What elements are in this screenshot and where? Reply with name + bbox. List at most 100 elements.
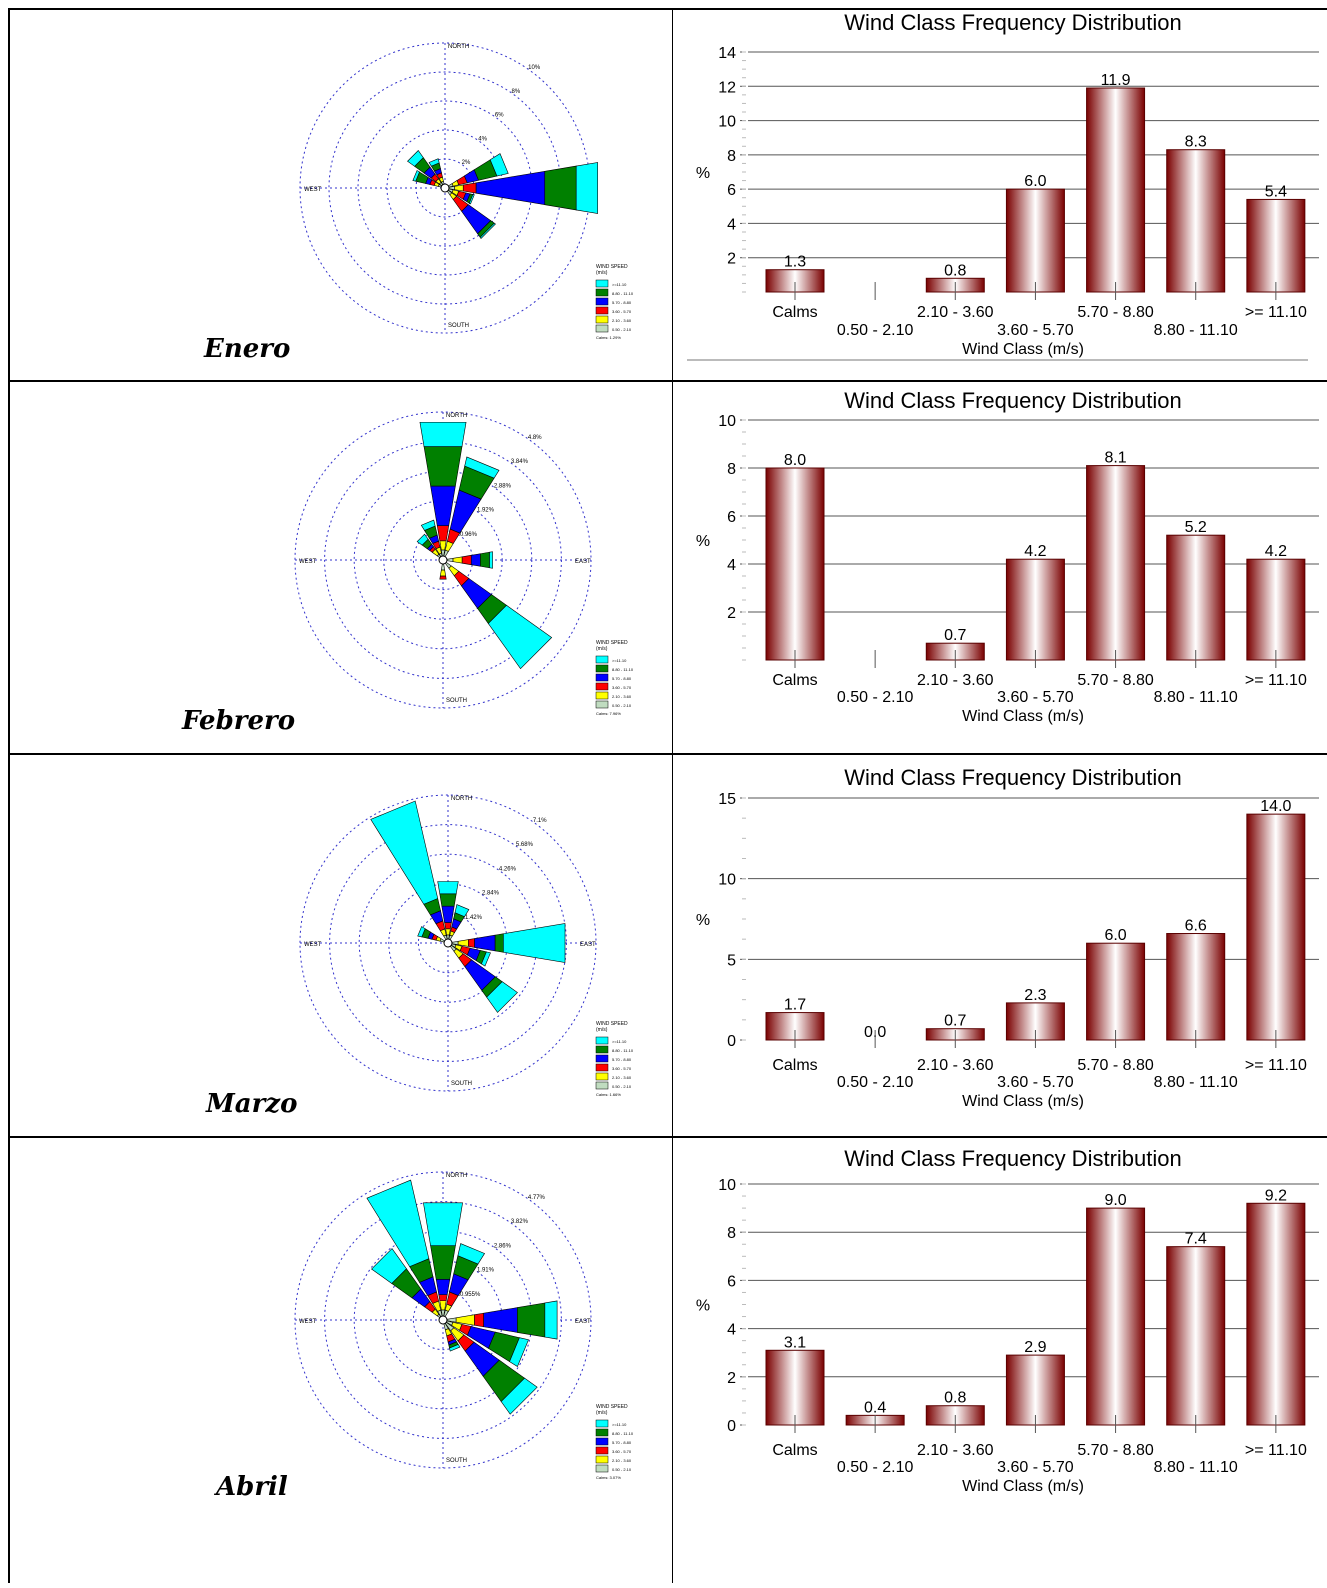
x-tick-label: 5.70 - 8.80 [1077, 1442, 1154, 1459]
calms-circle [438, 555, 448, 565]
bar [1166, 534, 1226, 661]
legend-swatch [595, 297, 609, 306]
legend-label: 2.10 - 3.60 [612, 318, 632, 323]
rose-petal-segment [420, 519, 436, 531]
y-tick-label: 5 [727, 952, 736, 969]
direction-label-east: EAST [575, 1319, 591, 1325]
ring-label: 3.84% [511, 459, 529, 465]
ring-label: 10% [528, 65, 541, 71]
bar-chart-cell: Wind Class Frequency Distribution 2 4 6 8 10%… [673, 380, 1327, 753]
rose-petal-segment [437, 881, 459, 895]
bar [1086, 942, 1146, 1041]
ring-label: 4.77% [528, 1195, 546, 1201]
x-axis-label: Wind Class (m/s) [962, 708, 1084, 725]
legend-label: 2.10 - 3.60 [612, 1458, 632, 1463]
ring-label: 2% [462, 160, 471, 166]
bar [1086, 1207, 1146, 1426]
bar [1246, 198, 1306, 293]
bar-chart-cell: Wind Class Frequency Distribution 0 5 10 15%… [673, 753, 1327, 1136]
legend-swatch [595, 1054, 609, 1063]
x-axis-label: Wind Class (m/s) [962, 1093, 1084, 1110]
wind-class-bar-chart: Wind Class Frequency Distribution 2 4 6 8 10 1… [687, 10, 1319, 361]
y-tick-label: 10 [718, 413, 736, 430]
ring-label: 4.26% [499, 866, 517, 872]
y-axis-label: % [696, 165, 710, 182]
y-tick-label: 2 [727, 251, 736, 268]
rose-petal-segment [544, 165, 577, 211]
rose-ring [383, 500, 503, 620]
y-axis-label: % [696, 1298, 710, 1315]
rose-petal-segment [468, 194, 475, 205]
chart-title: Wind Class Frequency Distribution [844, 388, 1181, 413]
rose-petal-segment [544, 1300, 558, 1340]
month-row: NORTH SOUTH EAST WEST 0.96% 1.92% 2.88% 3.84% 4.… [8, 380, 1327, 753]
rose-petal-segment [474, 1312, 484, 1328]
legend-label: 5.70 - 8.80 [612, 300, 632, 305]
x-tick-label: 3.60 - 5.70 [997, 1074, 1074, 1091]
x-tick-label: >= 11.10 [1245, 1442, 1307, 1459]
legend-title: WIND SPEED [596, 1404, 628, 1410]
rose-petal-segment [430, 485, 456, 526]
bar-chart-cell: Wind Class Frequency Distribution 2 4 6 8 10 1… [673, 8, 1327, 380]
legend-label: 2.10 - 3.60 [612, 694, 632, 699]
legend-label: 0.50 - 2.10 [612, 1084, 632, 1089]
bar-value-label: 7.4 [1185, 1231, 1207, 1248]
chart-title: Wind Class Frequency Distribution [844, 1146, 1181, 1171]
bar-value-label: 4.2 [1265, 543, 1287, 560]
legend-swatch [595, 315, 609, 324]
bar-value-label: 2.9 [1024, 1339, 1046, 1356]
x-tick-label: >= 11.10 [1245, 1057, 1307, 1074]
direction-label-south: SOUTH [448, 323, 469, 329]
legend-swatch [595, 664, 609, 673]
legend-swatch [595, 324, 609, 333]
y-tick-label: 2 [727, 605, 736, 622]
rose-petal-segment [517, 1302, 546, 1338]
wind-class-bar-chart: Wind Class Frequency Distribution 0 2 4 6 8 10… [696, 1146, 1319, 1495]
legend-swatch [595, 1446, 609, 1455]
rose-petal-segment [487, 604, 553, 670]
legend-swatch [595, 306, 609, 315]
rose-petal-segment [407, 150, 424, 167]
rose-petal-segment [474, 934, 496, 952]
bar-value-label: 14.0 [1260, 798, 1291, 815]
ring-label: 7.1% [533, 818, 547, 824]
legend-label: >=11.10 [612, 1039, 627, 1044]
legend-swatch [595, 279, 609, 288]
legend-swatch [595, 1081, 609, 1090]
rose-petal-segment [439, 575, 447, 580]
wind-rose-chart: NORTH SOUTH EAST WEST 0.96% 1.92% 2.88% 3.84% 4.… [294, 411, 634, 716]
legend-unit: (m/s) [596, 646, 608, 652]
rose-petal-segment [445, 928, 451, 936]
rose-petal-segment [489, 153, 509, 177]
rose-petal-segment [371, 1248, 407, 1284]
legend-title: WIND SPEED [596, 1021, 628, 1027]
y-tick-label: 8 [727, 461, 736, 478]
direction-label-north: NORTH [448, 44, 469, 50]
legend-label: >=11.10 [612, 658, 627, 663]
wind-rose-chart: NORTH SOUTH EAST WEST 0.955% 1.91% 2.86% 3.82% 4… [294, 1171, 634, 1480]
y-tick-label: 0 [727, 1418, 736, 1435]
legend-swatch [595, 1045, 609, 1054]
legend-swatch [595, 1437, 609, 1446]
y-tick-label: 6 [727, 182, 736, 199]
rose-petal-segment [500, 1377, 538, 1415]
bar-value-label: 0.4 [864, 1399, 886, 1416]
rose-petal-segment [416, 533, 429, 546]
bar-value-label: 5.2 [1185, 519, 1207, 536]
table-border-top [8, 8, 1327, 10]
bar-value-label: 1.7 [784, 997, 806, 1014]
legend-label: 5.70 - 8.80 [612, 676, 632, 681]
rose-petal-segment [439, 569, 447, 577]
bar-value-label: 2.3 [1024, 987, 1046, 1004]
month-label: Abril [216, 1472, 288, 1502]
y-tick-label: 10 [718, 114, 736, 131]
x-tick-label: 2.10 - 3.60 [917, 672, 994, 689]
rose-petal-segment [438, 1294, 448, 1302]
wind-rose-chart: NORTHSOUTHEASTWEST2%4%6%8%10%WIND SPEED(… [299, 42, 634, 340]
month-label: Febrero [182, 706, 296, 736]
calms-circle [443, 938, 453, 948]
y-tick-label: 8 [727, 148, 736, 165]
x-tick-label: 0.50 - 2.10 [837, 689, 914, 706]
bar-value-label: 8.3 [1185, 134, 1207, 151]
ring-label: 2.86% [494, 1243, 512, 1249]
